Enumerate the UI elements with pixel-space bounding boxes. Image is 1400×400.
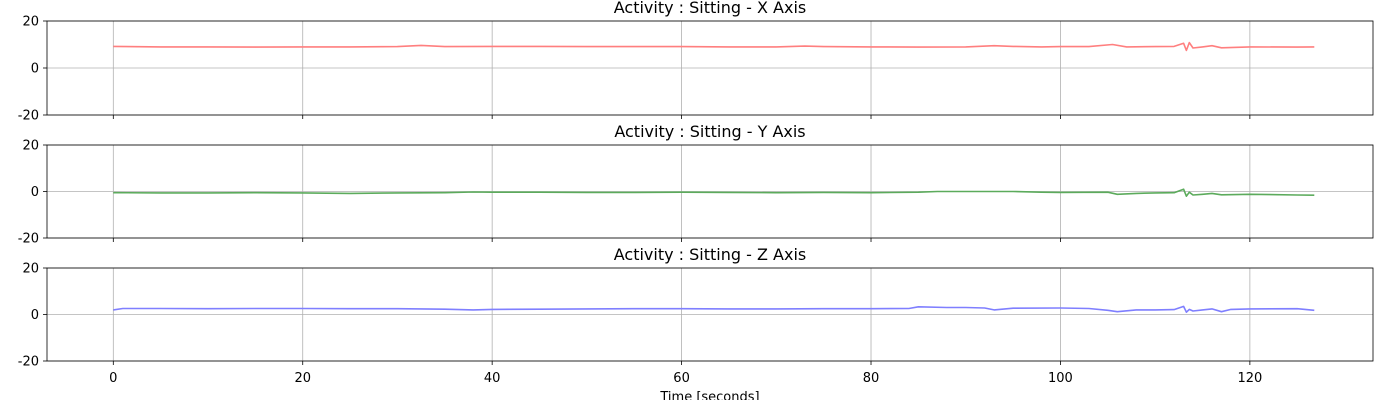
- subplot-title: Activity : Sitting - X Axis: [614, 0, 806, 17]
- subplot-3: -20 0 20 0 20 40 60 80 100 120 Activity : Sitting …: [18, 245, 1374, 400]
- x-tick-label: 20: [294, 371, 311, 386]
- x-tick-label: 0: [109, 371, 117, 386]
- series-line: [113, 41, 1315, 52]
- y-tick-label: -20: [18, 109, 39, 124]
- y-tick-label: 0: [31, 185, 39, 200]
- y-tick-label: 20: [22, 139, 39, 154]
- x-tick-label: 40: [484, 371, 501, 386]
- subplot-title: Activity : Sitting - Y Axis: [614, 122, 805, 141]
- y-tick-label: -20: [18, 355, 39, 370]
- x-tick-label: 60: [673, 371, 690, 386]
- x-axis-label: Time [seconds]: [659, 390, 759, 400]
- series-line: [113, 188, 1315, 197]
- subplot-2: -20 0 20 Activity : Sitting - Y Axis: [18, 122, 1374, 247]
- x-tick-label: 120: [1237, 371, 1262, 386]
- y-tick-label: 20: [22, 262, 39, 277]
- x-tick-label: 100: [1048, 371, 1073, 386]
- series-line: [113, 305, 1315, 313]
- y-tick-label: 0: [31, 62, 39, 77]
- x-tick-label: 80: [863, 371, 880, 386]
- y-tick-label: 0: [31, 308, 39, 323]
- y-tick-label: -20: [18, 232, 39, 247]
- subplot-1: -20 0 20 Activity : Sitting - X Axis: [18, 0, 1374, 124]
- subplot-title: Activity : Sitting - Z Axis: [614, 245, 806, 264]
- y-tick-label: 20: [22, 15, 39, 30]
